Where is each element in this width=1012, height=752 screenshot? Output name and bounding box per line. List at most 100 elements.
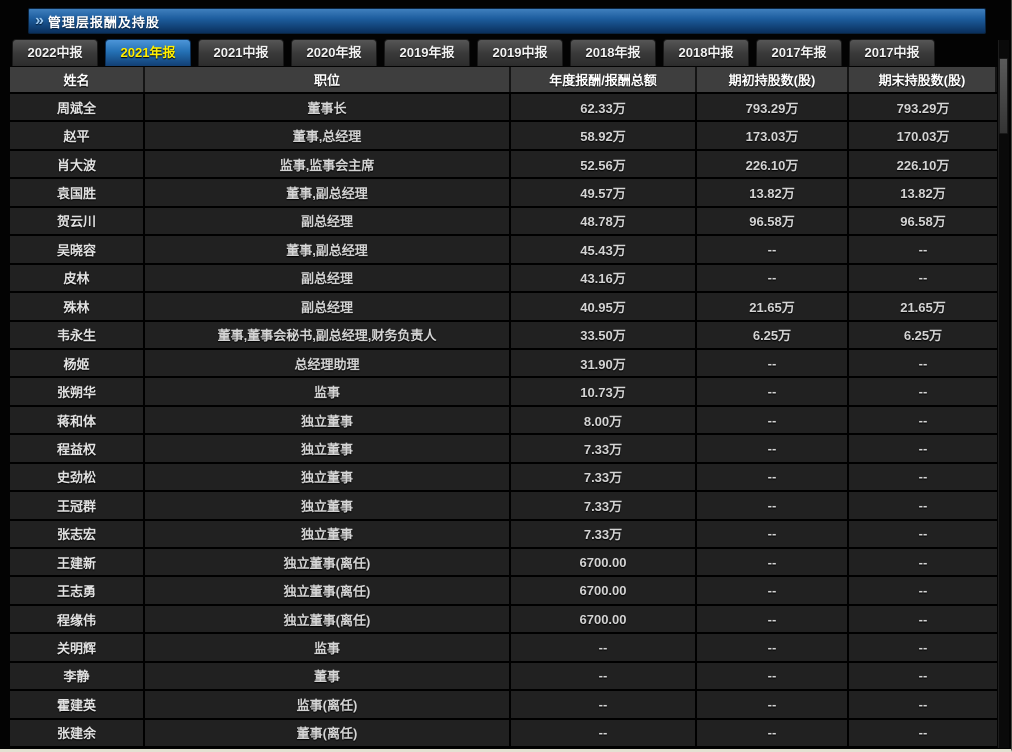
table-row[interactable]: 张建余 董事(离任) -- -- -- (10, 719, 997, 749)
table-row[interactable]: 皮林 副总经理 43.16万 -- -- (10, 264, 997, 294)
column-header-0: 姓名 (10, 67, 145, 92)
cell-value: 793.29万 (896, 100, 950, 116)
cell-value: -- (697, 349, 849, 377)
cell-value: 10.73万 (511, 378, 697, 405)
table-row[interactable]: 王志勇 独立董事(离任) 6700.00 -- -- (10, 577, 997, 606)
column-header-2: 年度报酬/报酬总额 (511, 67, 697, 92)
cell-value: -- (918, 440, 928, 456)
table-row[interactable]: 王建新 独立董事(离任) 6700.00 -- -- (10, 549, 997, 578)
table-row[interactable]: 史劲松 独立董事 7.33万 -- -- (10, 463, 997, 493)
tab-period-5[interactable]: 2019中报 (477, 39, 563, 66)
cell-value: 226.10万 (697, 150, 849, 178)
cell-name: 张朔华 (10, 378, 145, 405)
cell-value: -- (697, 605, 849, 633)
cell-value: -- (697, 549, 849, 576)
cell-value: -- (697, 435, 849, 462)
column-header-1: 职位 (145, 67, 511, 92)
table-row[interactable]: 吴晓容 董事,副总经理 45.43万 -- -- (10, 236, 997, 265)
cell-value: -- (918, 611, 928, 627)
table-row[interactable]: 韦永生 董事,董事会秘书,副总经理,财务负责人 33.50万 6.25万 6.25万 (10, 321, 997, 350)
cell-value: -- (918, 241, 928, 257)
tab-period-6[interactable]: 2018年报 (570, 39, 656, 66)
table-row[interactable]: 霍建英 监事(离任) -- -- -- (10, 691, 997, 720)
cell-value: 董事,总经理 (145, 122, 511, 149)
table-row[interactable]: 袁国胜 董事,副总经理 49.57万 13.82万 13.82万 (10, 179, 997, 208)
column-header-3: 期初持股数(股) (697, 67, 849, 92)
cell-value: 21.65万 (900, 299, 946, 315)
tab-period-0[interactable]: 2022中报 (12, 39, 98, 66)
table-row[interactable]: 程益权 独立董事 7.33万 -- -- (10, 435, 997, 464)
cell-value: 6.25万 (697, 321, 849, 348)
cell-value: 监事 (145, 634, 511, 661)
cell-value: 33.50万 (511, 321, 697, 348)
cell-name: 关明辉 (10, 634, 145, 661)
table-row[interactable]: 蒋和体 独立董事 8.00万 -- -- (10, 406, 997, 436)
vertical-scrollbar[interactable] (998, 40, 1009, 748)
cell-value: -- (918, 270, 928, 286)
scrollbar-thumb[interactable] (999, 58, 1008, 134)
tab-period-1[interactable]: 2021年报 (105, 39, 191, 66)
cell-value: -- (697, 406, 849, 434)
cell-name: 蒋和体 (10, 406, 145, 434)
table-row[interactable]: 张志宏 独立董事 7.33万 -- -- (10, 520, 997, 549)
cell-value: 董事,副总经理 (145, 236, 511, 263)
table-row[interactable]: 殊林 副总经理 40.95万 21.65万 21.65万 (10, 293, 997, 322)
cell-value: 49.57万 (511, 179, 697, 206)
cell-value: 58.92万 (511, 122, 697, 149)
cell-value: 226.10万 (896, 157, 950, 173)
cell-value: -- (511, 662, 697, 690)
tab-period-2[interactable]: 2021中报 (198, 39, 284, 66)
cell-value: 7.33万 (511, 463, 697, 491)
cell-value: -- (697, 236, 849, 263)
cell-name: 殊林 (10, 293, 145, 320)
cell-value: 7.33万 (511, 435, 697, 462)
cell-value: -- (918, 668, 928, 684)
cell-value: -- (918, 355, 928, 371)
column-header-4: 期末持股数(股) (849, 67, 997, 92)
cell-value: -- (697, 662, 849, 690)
table-row[interactable]: 李静 董事 -- -- -- (10, 662, 997, 692)
table-row[interactable]: 关明辉 监事 -- -- -- (10, 634, 997, 663)
tab-period-9[interactable]: 2017中报 (849, 39, 935, 66)
table-row[interactable]: 肖大波 监事,监事会主席 52.56万 226.10万 226.10万 (10, 150, 997, 180)
cell-value: -- (918, 412, 928, 428)
cell-name: 王建新 (10, 549, 145, 576)
cell-value: 监事(离任) (145, 691, 511, 718)
table-row[interactable]: 杨姬 总经理助理 31.90万 -- -- (10, 349, 997, 379)
report-period-tabs: 2022中报 2021年报 2021中报 2020年报 2019年报 2019中报 2018… (12, 39, 942, 66)
table-row[interactable]: 张朔华 监事 10.73万 -- -- (10, 378, 997, 407)
cell-value: -- (918, 384, 928, 400)
cell-value: 40.95万 (511, 293, 697, 320)
cell-name: 张志宏 (10, 520, 145, 547)
cell-name: 史劲松 (10, 463, 145, 491)
table-body: 周斌全 董事长 62.33万 793.29万 793.29万 赵平 董事,总经理 58.92万… (10, 94, 997, 749)
cell-value: 独立董事(离任) (145, 605, 511, 633)
table-row[interactable]: 周斌全 董事长 62.33万 793.29万 793.29万 (10, 94, 997, 123)
tab-period-8[interactable]: 2017年报 (756, 39, 842, 66)
table-row[interactable]: 王冠群 独立董事 7.33万 -- -- (10, 492, 997, 521)
tab-period-4[interactable]: 2019年报 (384, 39, 470, 66)
table-row[interactable]: 贺云川 副总经理 48.78万 96.58万 96.58万 (10, 207, 997, 237)
cell-name: 皮林 (10, 264, 145, 292)
cell-value: 副总经理 (145, 264, 511, 292)
table-row[interactable]: 程缘伟 独立董事(离任) 6700.00 -- -- (10, 605, 997, 635)
table-row[interactable]: 赵平 董事,总经理 58.92万 173.03万 170.03万 (10, 122, 997, 151)
cell-value: -- (697, 691, 849, 718)
tab-period-7[interactable]: 2018中报 (663, 39, 749, 66)
cell-name: 程益权 (10, 435, 145, 462)
cell-value: -- (918, 469, 928, 485)
cell-value: -- (697, 463, 849, 491)
cell-value: 7.33万 (511, 520, 697, 547)
cell-value: 6700.00 (511, 577, 697, 604)
cell-value: 45.43万 (511, 236, 697, 263)
cell-value: 董事(离任) (145, 719, 511, 747)
cell-name: 周斌全 (10, 94, 145, 121)
cell-value: 21.65万 (697, 293, 849, 320)
cell-name: 贺云川 (10, 207, 145, 235)
cell-value: 8.00万 (511, 406, 697, 434)
cell-name: 王志勇 (10, 577, 145, 604)
cell-value: 43.16万 (511, 264, 697, 292)
tab-period-3[interactable]: 2020年报 (291, 39, 377, 66)
cell-value: 6.25万 (903, 328, 943, 344)
